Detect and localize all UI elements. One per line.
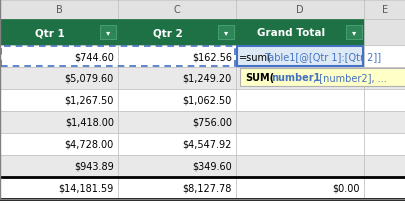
Bar: [0, 46, 118, 68]
Bar: [0, 68, 118, 90]
Bar: [235, 111, 363, 133]
Bar: [0, 20, 118, 46]
Text: =sum(: =sum(: [239, 52, 271, 62]
Text: $14,181.59: $14,181.59: [59, 183, 114, 193]
Bar: [363, 111, 405, 133]
Bar: [118, 68, 235, 90]
Bar: [363, 155, 405, 177]
Text: , [number2], ...: , [number2], ...: [312, 73, 386, 83]
Text: E: E: [381, 5, 387, 15]
Bar: [235, 90, 363, 111]
Bar: [0, 155, 118, 177]
Bar: [363, 20, 405, 46]
Bar: [363, 0, 405, 20]
Bar: [235, 133, 363, 155]
Bar: [0, 0, 118, 20]
Bar: [118, 177, 235, 199]
Bar: [100, 26, 116, 40]
Bar: [118, 133, 235, 155]
Text: $349.60: $349.60: [192, 161, 231, 171]
Bar: [118, 0, 235, 20]
Text: number1: number1: [270, 73, 320, 83]
Bar: [235, 20, 363, 46]
Bar: [363, 46, 405, 68]
Bar: [235, 155, 363, 177]
Bar: [0, 177, 118, 199]
Bar: [363, 68, 405, 90]
Text: $1,267.50: $1,267.50: [64, 95, 114, 105]
Bar: [1, 47, 234, 67]
Bar: [237, 47, 362, 67]
Bar: [0, 111, 118, 133]
Text: $0.00: $0.00: [332, 183, 359, 193]
Bar: [235, 68, 363, 90]
Bar: [118, 46, 235, 68]
Bar: [363, 133, 405, 155]
Text: $4,547.92: $4,547.92: [182, 139, 231, 149]
Bar: [118, 111, 235, 133]
Bar: [235, 46, 363, 68]
Bar: [118, 90, 235, 111]
Text: $162.56: $162.56: [192, 52, 231, 62]
Text: $5,079.60: $5,079.60: [64, 74, 114, 84]
Text: $8,127.78: $8,127.78: [182, 183, 231, 193]
Text: ▾: ▾: [106, 28, 110, 37]
Text: $744.60: $744.60: [74, 52, 114, 62]
Text: Qtr 2: Qtr 2: [153, 28, 182, 38]
Text: D: D: [296, 5, 303, 15]
Text: Table1[@[Qtr 1]:[Qtr 2]]: Table1[@[Qtr 1]:[Qtr 2]]: [263, 52, 380, 62]
Bar: [363, 177, 405, 199]
Text: ▾: ▾: [223, 28, 228, 37]
Bar: [363, 90, 405, 111]
Text: $1,418.00: $1,418.00: [65, 118, 114, 127]
Text: $4,728.00: $4,728.00: [64, 139, 114, 149]
Bar: [217, 26, 233, 40]
Text: Grand Total: Grand Total: [256, 28, 324, 38]
Text: Qtr 1: Qtr 1: [35, 28, 65, 38]
Text: C: C: [173, 5, 180, 15]
Bar: [235, 177, 363, 199]
Bar: [345, 26, 361, 40]
Text: B: B: [55, 5, 62, 15]
Text: SUM(: SUM(: [244, 73, 273, 83]
Bar: [0, 90, 118, 111]
Bar: [118, 20, 235, 46]
Bar: [0, 133, 118, 155]
Text: $756.00: $756.00: [192, 118, 231, 127]
Bar: [235, 0, 363, 20]
Text: $1,249.20: $1,249.20: [182, 74, 231, 84]
Bar: [118, 155, 235, 177]
Text: $943.89: $943.89: [74, 161, 114, 171]
Text: $1,062.50: $1,062.50: [182, 95, 231, 105]
Text: ▾: ▾: [351, 28, 355, 37]
FancyBboxPatch shape: [239, 69, 405, 86]
